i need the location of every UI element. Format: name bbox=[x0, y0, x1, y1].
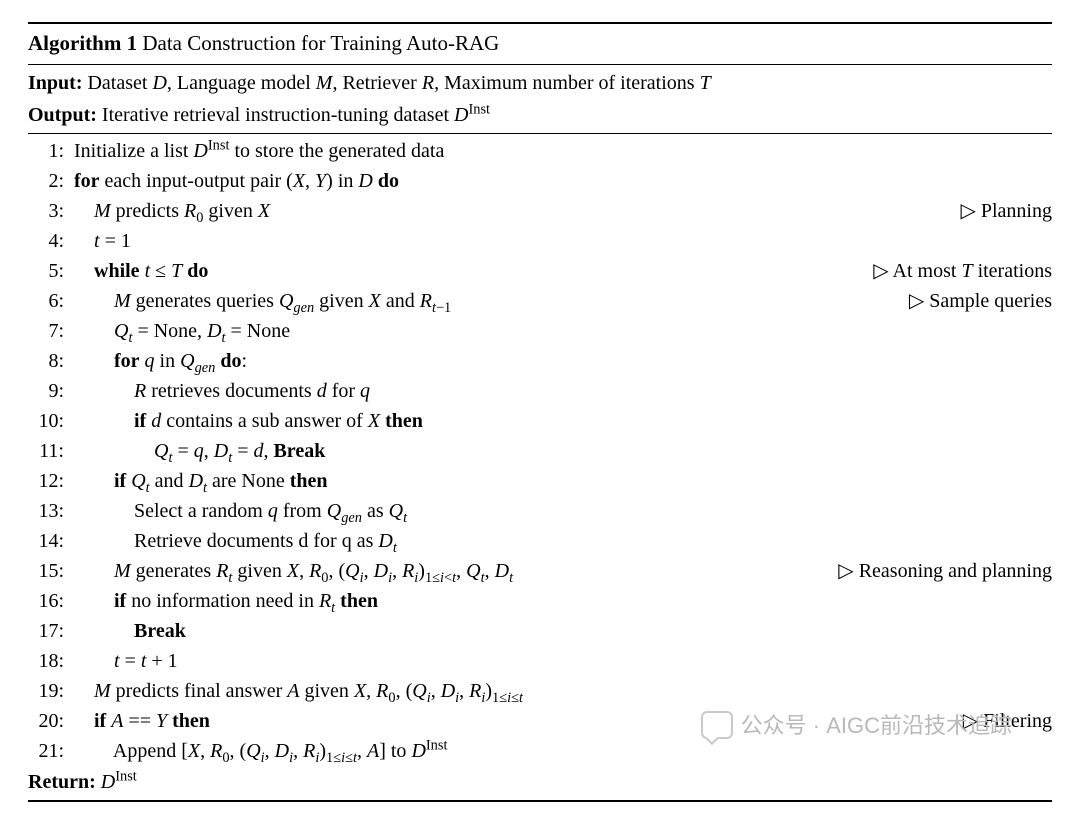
return-label: Return: bbox=[28, 771, 96, 793]
algo-line: 4: t = 1 bbox=[28, 226, 1052, 256]
line-code: if A == Y then bbox=[74, 706, 947, 736]
header-rule bbox=[28, 133, 1052, 134]
line-comment: ▷ Reasoning and planning bbox=[822, 556, 1052, 586]
line-number: 11: bbox=[28, 436, 74, 466]
line-code: t = t + 1 bbox=[74, 646, 1052, 676]
line-number: 4: bbox=[28, 226, 74, 256]
algo-line: 17: Break bbox=[28, 616, 1052, 646]
algo-line: 10: if d contains a sub answer of X then bbox=[28, 406, 1052, 436]
line-code: if Qt and Dt are None then bbox=[74, 466, 1052, 496]
line-code: if d contains a sub answer of X then bbox=[74, 406, 1052, 436]
line-code: Retrieve documents d for q as Dt bbox=[74, 526, 1052, 556]
output-label: Output: bbox=[28, 104, 97, 126]
line-code: if no information need in Rt then bbox=[74, 586, 1052, 616]
algo-line: 15: M generates Rt given X, R0, (Qi, Di,… bbox=[28, 556, 1052, 586]
algorithm-label: Algorithm 1 bbox=[28, 31, 137, 55]
line-code: Select a random q from Qgen as Qt bbox=[74, 496, 1052, 526]
line-number: 3: bbox=[28, 196, 74, 226]
line-number: 14: bbox=[28, 526, 74, 556]
algo-line: 12: if Qt and Dt are None then bbox=[28, 466, 1052, 496]
line-comment: ▷ Planning bbox=[944, 196, 1052, 226]
line-number: 21: bbox=[28, 736, 74, 766]
line-code: Qt = None, Dt = None bbox=[74, 316, 1052, 346]
line-code: Qt = q, Dt = d, Break bbox=[74, 436, 1052, 466]
line-number: 2: bbox=[28, 166, 74, 196]
line-number: 8: bbox=[28, 346, 74, 376]
line-code: M generates queries Qgen given X and Rt−… bbox=[74, 286, 893, 316]
algo-line: 3: M predicts R0 given X▷ Planning bbox=[28, 196, 1052, 226]
line-comment: ▷ Sample queries bbox=[893, 286, 1052, 316]
input-line: Input: Dataset D, Language model M, Retr… bbox=[28, 67, 1052, 99]
algo-line: 19: M predicts final answer A given X, R… bbox=[28, 676, 1052, 706]
line-number: 16: bbox=[28, 586, 74, 616]
algo-line: 5: while t ≤ T do▷ At most T iterations bbox=[28, 256, 1052, 286]
line-number: 9: bbox=[28, 376, 74, 406]
line-code: t = 1 bbox=[74, 226, 1052, 256]
line-code: for q in Qgen do: bbox=[74, 346, 1052, 376]
algo-line: 6: M generates queries Qgen given X and … bbox=[28, 286, 1052, 316]
line-comment: ▷ Filtering bbox=[947, 706, 1052, 736]
line-code: for each input-output pair (X, Y) in D d… bbox=[74, 166, 1052, 196]
input-text: Dataset D, Language model M, Retriever R… bbox=[87, 72, 710, 94]
line-number: 1: bbox=[28, 136, 74, 166]
output-text: Iterative retrieval instruction-tuning d… bbox=[102, 104, 490, 126]
line-code: Initialize a list DInst to store the gen… bbox=[74, 136, 1052, 166]
algo-line: 9: R retrieves documents d for q bbox=[28, 376, 1052, 406]
line-number: 12: bbox=[28, 466, 74, 496]
algorithm-title: Algorithm 1 Data Construction for Traini… bbox=[28, 26, 1052, 62]
line-code: M generates Rt given X, R0, (Qi, Di, Ri)… bbox=[74, 556, 822, 586]
line-number: 6: bbox=[28, 286, 74, 316]
line-code: M predicts final answer A given X, R0, (… bbox=[74, 676, 1052, 706]
line-number: 18: bbox=[28, 646, 74, 676]
algo-line: 14: Retrieve documents d for q as Dt bbox=[28, 526, 1052, 556]
algo-line: 18: t = t + 1 bbox=[28, 646, 1052, 676]
bottom-rule bbox=[28, 800, 1052, 802]
algo-line: 2:for each input-output pair (X, Y) in D… bbox=[28, 166, 1052, 196]
line-code: while t ≤ T do bbox=[74, 256, 857, 286]
line-code: Append [X, R0, (Qi, Di, Ri)1≤i≤t, A] to … bbox=[74, 736, 1052, 766]
input-label: Input: bbox=[28, 72, 82, 94]
line-number: 10: bbox=[28, 406, 74, 436]
algo-line: 1:Initialize a list DInst to store the g… bbox=[28, 136, 1052, 166]
title-rule bbox=[28, 64, 1052, 65]
algo-line: 13: Select a random q from Qgen as Qt bbox=[28, 496, 1052, 526]
algo-line: 7: Qt = None, Dt = None bbox=[28, 316, 1052, 346]
line-number: 17: bbox=[28, 616, 74, 646]
algo-line: 21: Append [X, R0, (Qi, Di, Ri)1≤i≤t, A]… bbox=[28, 736, 1052, 766]
line-number: 7: bbox=[28, 316, 74, 346]
line-number: 20: bbox=[28, 706, 74, 736]
algo-line: 16: if no information need in Rt then bbox=[28, 586, 1052, 616]
line-number: 19: bbox=[28, 676, 74, 706]
top-rule bbox=[28, 22, 1052, 24]
line-number: 5: bbox=[28, 256, 74, 286]
return-value: DInst bbox=[101, 771, 137, 793]
line-number: 13: bbox=[28, 496, 74, 526]
line-number: 15: bbox=[28, 556, 74, 586]
algo-line: 11: Qt = q, Dt = d, Break bbox=[28, 436, 1052, 466]
line-code: R retrieves documents d for q bbox=[74, 376, 1052, 406]
line-code: M predicts R0 given X bbox=[74, 196, 944, 226]
algorithm-body: 1:Initialize a list DInst to store the g… bbox=[28, 136, 1052, 766]
algorithm-caption: Data Construction for Training Auto-RAG bbox=[142, 31, 499, 55]
line-code: Break bbox=[74, 616, 1052, 646]
line-comment: ▷ At most T iterations bbox=[857, 256, 1052, 286]
algo-line: 8: for q in Qgen do: bbox=[28, 346, 1052, 376]
output-line: Output: Iterative retrieval instruction-… bbox=[28, 99, 1052, 131]
return-line: Return: DInst bbox=[28, 766, 1052, 798]
algo-line: 20: if A == Y then▷ Filtering bbox=[28, 706, 1052, 736]
